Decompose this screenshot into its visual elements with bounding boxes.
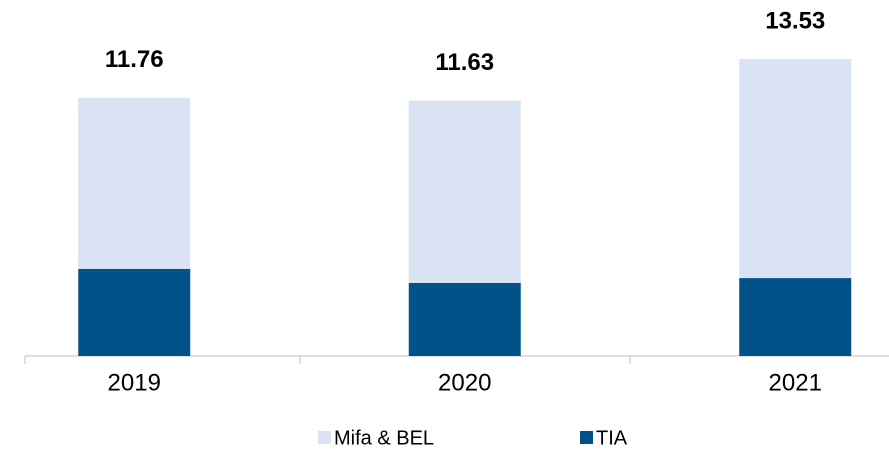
- legend-swatch: [318, 431, 331, 444]
- legend-label: Mifa & BEL: [334, 427, 434, 449]
- bar-segment: [408, 282, 521, 356]
- legend-swatch: [580, 431, 593, 444]
- x-tick-label: 2019: [108, 369, 161, 396]
- bar-segment: [739, 278, 852, 356]
- x-tick-label: 2021: [769, 369, 822, 396]
- bar-segment: [739, 59, 852, 279]
- total-label: 13.53: [765, 7, 825, 34]
- bar-segment: [78, 97, 191, 269]
- bar-segment: [78, 268, 191, 356]
- total-label: 11.63: [435, 49, 494, 76]
- x-tick-label: 2020: [438, 369, 491, 396]
- total-label: 11.76: [105, 46, 164, 73]
- legend-label: TIA: [596, 427, 628, 449]
- bar-segment: [408, 100, 521, 283]
